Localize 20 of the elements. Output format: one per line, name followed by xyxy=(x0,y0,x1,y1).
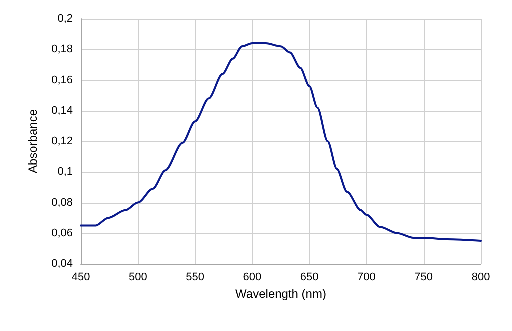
y-tick-label: 0,16 xyxy=(52,74,73,86)
x-tick-label: 450 xyxy=(72,272,90,284)
x-tick-label: 800 xyxy=(472,272,490,284)
y-tick-label: 0,08 xyxy=(52,196,73,209)
y-tick-label: 0,12 xyxy=(52,136,73,148)
x-tick-label: 700 xyxy=(358,272,376,284)
y-tick-label: 0,1 xyxy=(58,166,73,178)
y-tick-label: 0,14 xyxy=(52,104,73,117)
x-axis-title: Wavelength (nm) xyxy=(236,286,326,301)
x-tick-label: 600 xyxy=(243,272,262,284)
x-tick-label: 550 xyxy=(186,272,204,284)
y-tick-label: 0,04 xyxy=(52,258,73,270)
x-tick-label: 750 xyxy=(414,272,434,284)
y-tick-label: 0,18 xyxy=(52,44,73,56)
x-tick-label: 650 xyxy=(300,272,319,284)
y-tick-label: 0,06 xyxy=(52,227,73,240)
x-tick-label: 500 xyxy=(128,272,148,284)
y-tick-label: 0,2 xyxy=(58,13,73,25)
y-axis-title: Absorbance xyxy=(26,109,40,174)
line-series xyxy=(80,42,482,242)
